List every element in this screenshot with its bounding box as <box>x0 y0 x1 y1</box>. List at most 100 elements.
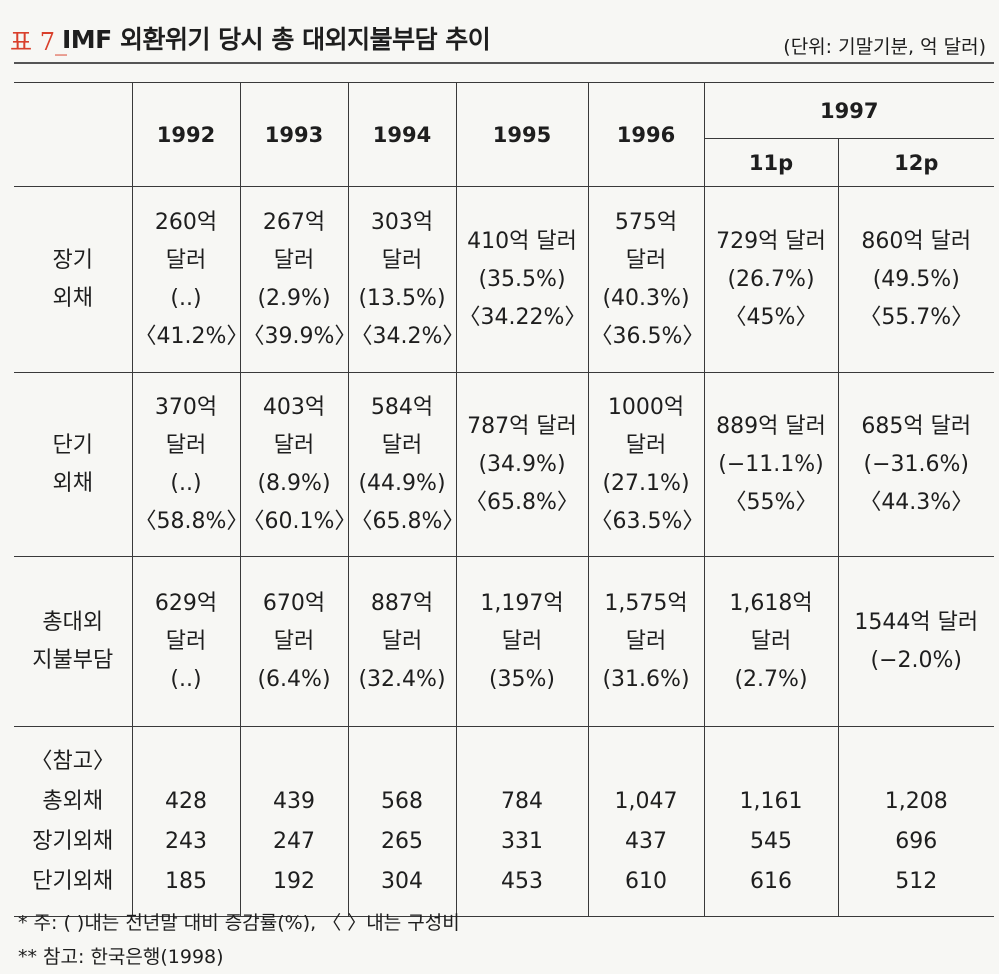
data-cell: 439 247 192 <box>239 726 349 917</box>
cell-value: 889억 달러 <box>716 413 826 439</box>
row-label-line: 〈참고〉 <box>30 748 115 774</box>
row-label-line: 외채 <box>52 285 93 311</box>
cell-value: 〈39.9%〉 <box>242 323 357 349</box>
table-number: 표 7_ <box>10 28 67 56</box>
cell-value: 〈41.2%〉 <box>134 323 249 349</box>
cell-value: 〈58.8%〉 <box>134 508 249 534</box>
data-cell: 403억 달러 (8.9%) 〈60.1%〉 <box>239 372 356 557</box>
row-label-line: 단기외채 <box>32 868 114 894</box>
cell-value: 410억 달러 <box>467 228 577 254</box>
cell-value: 437 <box>625 828 667 854</box>
cell-value: 〈34.2%〉 <box>350 323 465 349</box>
cell-value: (34.9%) <box>478 451 566 477</box>
year-header: 1994 <box>347 82 457 187</box>
data-cell: 889억 달러 (−11.1%) 〈55%〉 <box>703 372 839 557</box>
cell-value: 〈65.8%〉 <box>350 508 465 534</box>
data-cell: 267억 달러 (2.9%) 〈39.9%〉 <box>239 186 357 373</box>
spacer <box>135 742 238 782</box>
data-cell: 1,618억 달러 (2.7%) <box>703 556 839 727</box>
table-caption: 표 7_ IMF 외환위기 당시 총 대외지불부담 추이 (단위: 기말기분, … <box>10 18 990 58</box>
row-label-line: 장기 <box>52 247 93 273</box>
row-total-payment-burden: 총대외 지불부담 629억 달러 (..) 670억 달러 (6.4%) 887억 달러 (32.4… <box>14 556 995 727</box>
cell-value: 545 <box>750 828 792 854</box>
cell-value: 439 <box>273 788 315 814</box>
table-title: IMF 외환위기 당시 총 대외지불부담 추이 <box>62 25 491 54</box>
cell-value: 729억 달러 <box>716 228 826 254</box>
cell-value: 670억 <box>262 590 326 616</box>
cell-value: 달러 <box>381 628 423 654</box>
cell-value: (27.1%) <box>602 470 690 496</box>
year-header: 1995 <box>455 82 589 187</box>
cell-value: 265 <box>381 828 423 854</box>
cell-value: (2.7%) <box>734 666 808 692</box>
spacer <box>591 742 702 782</box>
cell-value: (31.6%) <box>602 666 690 692</box>
cell-value: (26.7%) <box>727 266 815 292</box>
cell-value: 575억 <box>614 209 678 235</box>
cell-value: 629억 <box>154 590 218 616</box>
spacer <box>841 742 993 782</box>
cell-value: 〈63.5%〉 <box>590 508 705 534</box>
cell-value: (2.9%) <box>257 285 331 311</box>
cell-value: 260억 <box>154 209 218 235</box>
cell-value: 〈34.22%〉 <box>458 304 587 330</box>
cell-value: 달러 <box>273 247 315 273</box>
spacer <box>459 742 586 782</box>
cell-value: 370억 <box>154 394 218 420</box>
cell-value: (..) <box>170 666 202 692</box>
data-cell: 1000억 달러 (27.1%) 〈63.5%〉 <box>587 372 705 557</box>
cell-value: 1,161 <box>739 788 803 814</box>
data-cell: 729억 달러 (26.7%) 〈45%〉 <box>703 186 839 373</box>
year-header-1997: 1997 <box>703 82 995 139</box>
cell-value: 787억 달러 <box>467 413 577 439</box>
cell-value: 〈44.3%〉 <box>859 489 974 515</box>
cell-value: (..) <box>170 285 202 311</box>
year-header: 1993 <box>239 82 349 187</box>
cell-value: (−2.0%) <box>870 647 963 673</box>
data-cell: 260억 달러 (..) 〈41.2%〉 <box>131 186 249 373</box>
data-cell: 670억 달러 (6.4%) <box>239 556 349 727</box>
cell-value: 〈36.5%〉 <box>590 323 705 349</box>
cell-value: 784 <box>501 788 543 814</box>
data-cell: 1,208 696 512 <box>837 726 995 917</box>
data-cell: 1544억 달러 (−2.0%) <box>837 556 995 727</box>
cell-value: 616 <box>750 868 792 894</box>
cell-value: 달러 <box>381 432 423 458</box>
cell-value: (35.5%) <box>478 266 566 292</box>
data-cell: 303억 달러 (13.5%) 〈34.2%〉 <box>347 186 465 373</box>
cell-value: 512 <box>895 868 938 894</box>
spacer <box>351 742 454 782</box>
cell-value: 달러 <box>165 628 207 654</box>
row-label-line: 총외채 <box>42 788 104 814</box>
cell-value: 〈55%〉 <box>724 489 818 515</box>
year-header: 1996 <box>587 82 705 187</box>
cell-value: 696 <box>895 828 938 854</box>
data-cell: 1,161 545 616 <box>703 726 839 917</box>
cell-value: (−31.6%) <box>863 451 970 477</box>
top-rule <box>14 62 994 64</box>
cell-value: 1000억 <box>607 394 685 420</box>
row-label-line: 외채 <box>52 470 93 496</box>
cell-value: 568 <box>381 788 423 814</box>
data-cell: 860억 달러 (49.5%) 〈55.7%〉 <box>837 186 995 373</box>
cell-value: 달러 <box>273 432 315 458</box>
cell-value: 달러 <box>625 628 667 654</box>
cell-value: 403억 <box>262 394 326 420</box>
data-cell: 410억 달러 (35.5%) 〈34.22%〉 <box>455 186 589 373</box>
cell-value: 243 <box>165 828 207 854</box>
cell-value: (..) <box>170 470 202 496</box>
cell-value: 1,575억 <box>604 590 688 616</box>
unit-note: (단위: 기말기분, 억 달러) <box>783 36 986 58</box>
cell-value: (44.9%) <box>358 470 446 496</box>
cell-value: 1,618억 <box>729 590 813 616</box>
cell-value: 달러 <box>273 628 315 654</box>
foreign-debt-table: 1992 1993 1994 1995 1996 1997 11p 12p 장기… <box>14 82 995 917</box>
data-cell: 584억 달러 (44.9%) 〈65.8%〉 <box>347 372 465 557</box>
cell-value: 331 <box>501 828 543 854</box>
cell-value: 428 <box>165 788 207 814</box>
row-short-term-debt: 단기 외채 370억 달러 (..) 〈58.8%〉 403억 달러 (8.9%) 〈60.1%〉… <box>14 372 995 557</box>
data-cell: 575억 달러 (40.3%) 〈36.5%〉 <box>587 186 705 373</box>
